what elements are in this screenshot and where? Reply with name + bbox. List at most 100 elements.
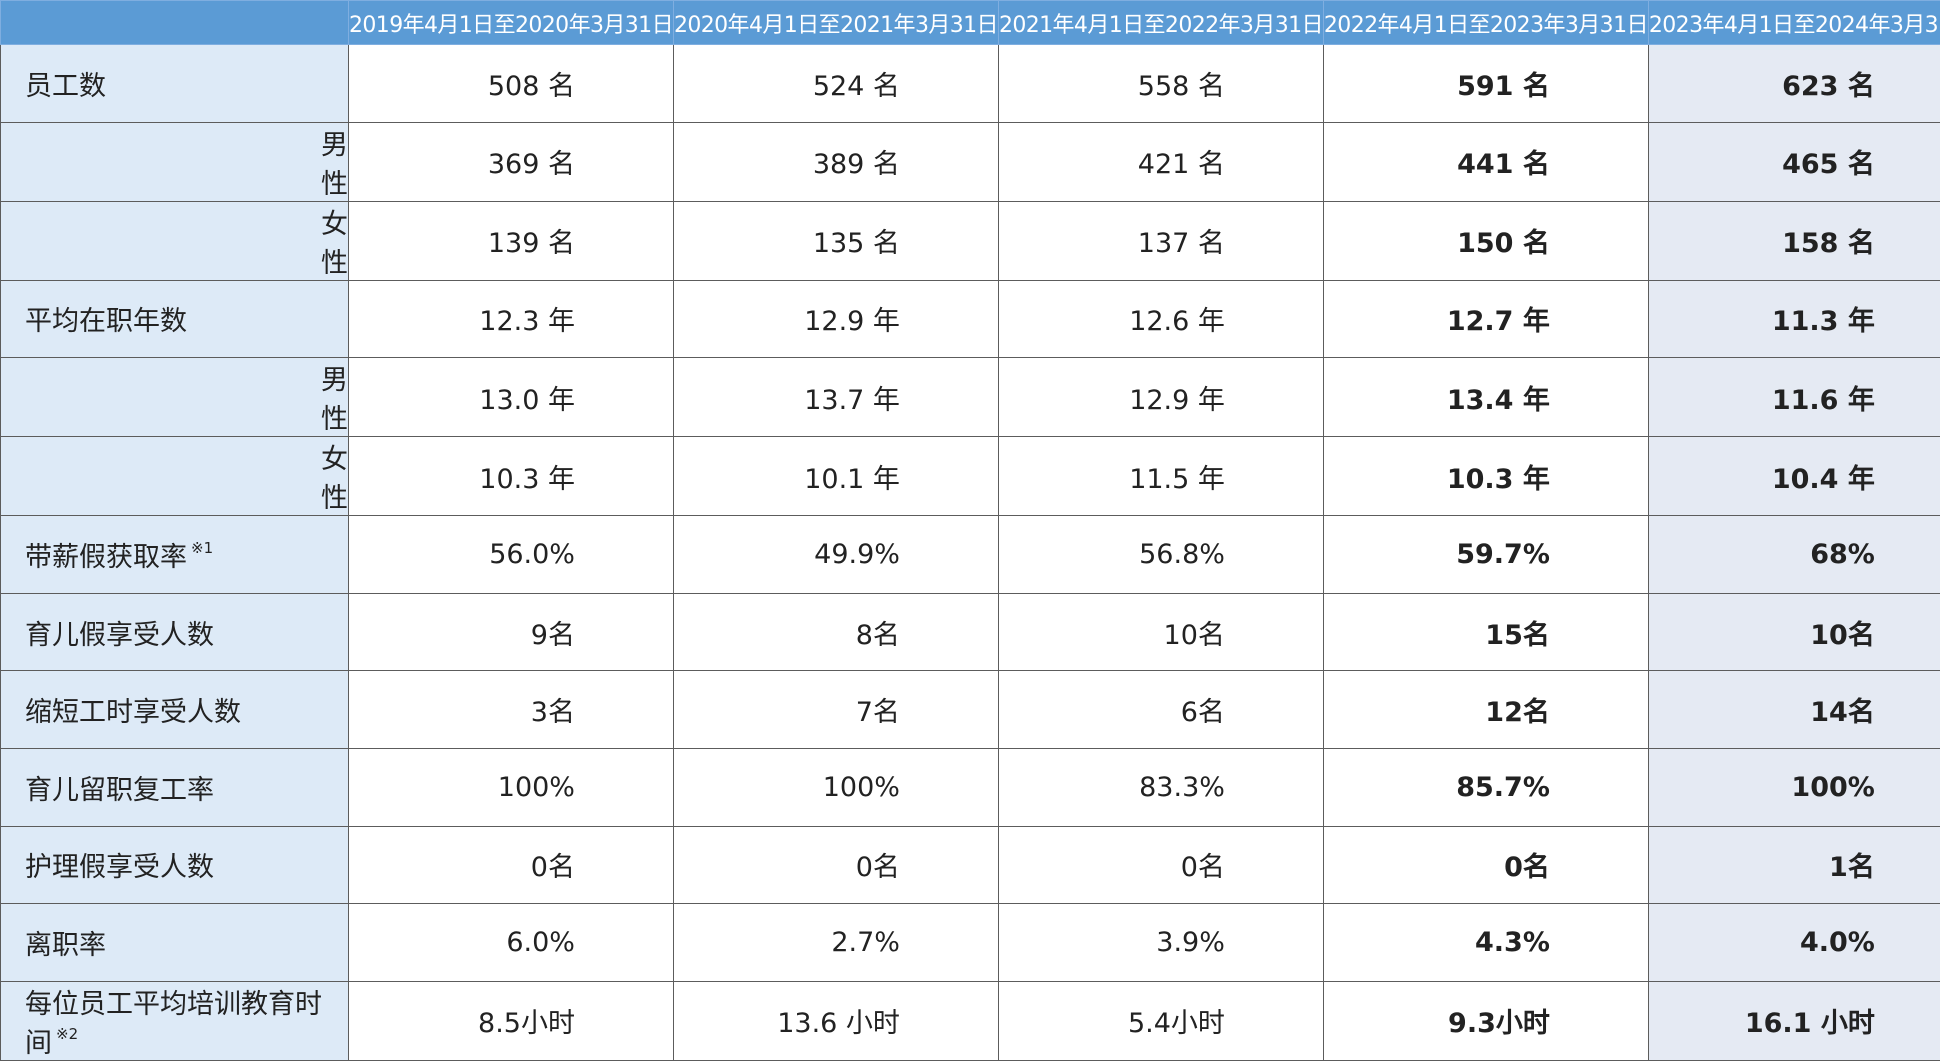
row-label-cell: 女性	[1, 201, 349, 280]
value-cell: 10.3 年	[1323, 437, 1648, 516]
value-cell: 56.0%	[349, 516, 674, 594]
header-row: 2019年4月1日至2020年3月31日 2020年4月1日至2021年3月31…	[1, 1, 1940, 45]
footnote-marker: ※1	[191, 539, 213, 557]
row-label: 女性	[321, 209, 348, 279]
value-cell: 4.0%	[1648, 904, 1940, 982]
value-cell: 421 名	[998, 122, 1323, 201]
value-cell: 100%	[1648, 748, 1940, 826]
value-cell: 49.9%	[673, 516, 998, 594]
value-cell: 558 名	[998, 45, 1323, 123]
header-period-2021: 2021年4月1日至2022年3月31日	[998, 1, 1323, 45]
value-cell: 6名	[998, 671, 1323, 749]
value-cell: 369 名	[349, 122, 674, 201]
value-cell: 6.0%	[349, 904, 674, 982]
value-cell: 137 名	[998, 201, 1323, 280]
value-cell: 441 名	[1323, 122, 1648, 201]
value-cell: 508 名	[349, 45, 674, 123]
value-cell: 10.3 年	[349, 437, 674, 516]
value-cell: 83.3%	[998, 748, 1323, 826]
value-cell: 15名	[1323, 593, 1648, 671]
value-cell: 2.7%	[673, 904, 998, 982]
value-cell: 11.3 年	[1648, 280, 1940, 358]
row-label: 缩短工时享受人数	[25, 697, 241, 728]
footnote-marker: ※2	[56, 1025, 78, 1043]
header-corner-cell	[1, 1, 349, 45]
value-cell: 0名	[1323, 826, 1648, 904]
row-label: 离职率	[25, 930, 106, 961]
value-cell: 12.3 年	[349, 280, 674, 358]
row-label-cell: 育儿留职复工率	[1, 748, 349, 826]
value-cell: 85.7%	[1323, 748, 1648, 826]
value-cell: 11.6 年	[1648, 358, 1940, 437]
value-cell: 14名	[1648, 671, 1940, 749]
value-cell: 16.1 小时	[1648, 981, 1940, 1060]
header-period-2022: 2022年4月1日至2023年3月31日	[1323, 1, 1648, 45]
value-cell: 9名	[349, 593, 674, 671]
row-label: 带薪假获取率	[25, 542, 187, 573]
row-label-cell: 离职率	[1, 904, 349, 982]
value-cell: 12.7 年	[1323, 280, 1648, 358]
value-cell: 150 名	[1323, 201, 1648, 280]
table-header: 2019年4月1日至2020年3月31日 2020年4月1日至2021年3月31…	[1, 1, 1940, 45]
row-label-cell: 育儿假享受人数	[1, 593, 349, 671]
row-label: 育儿留职复工率	[25, 775, 214, 806]
value-cell: 59.7%	[1323, 516, 1648, 594]
row-label: 女性	[321, 444, 348, 514]
value-cell: 13.0 年	[349, 358, 674, 437]
value-cell: 135 名	[673, 201, 998, 280]
row-label: 男性	[321, 130, 348, 200]
header-period-2019: 2019年4月1日至2020年3月31日	[349, 1, 674, 45]
value-cell: 139 名	[349, 201, 674, 280]
row-label-cell: 男性	[1, 358, 349, 437]
value-cell: 10.4 年	[1648, 437, 1940, 516]
value-cell: 100%	[349, 748, 674, 826]
row-label: 护理假享受人数	[25, 852, 214, 883]
value-cell: 12.6 年	[998, 280, 1323, 358]
value-cell: 3名	[349, 671, 674, 749]
value-cell: 623 名	[1648, 45, 1940, 123]
value-cell: 11.5 年	[998, 437, 1323, 516]
value-cell: 0名	[349, 826, 674, 904]
value-cell: 1名	[1648, 826, 1940, 904]
value-cell: 13.6 小时	[673, 981, 998, 1060]
value-cell: 9.3小时	[1323, 981, 1648, 1060]
value-cell: 465 名	[1648, 122, 1940, 201]
row-label: 每位员工平均培训教育时间	[25, 989, 322, 1059]
row-label: 员工数	[25, 71, 106, 102]
value-cell: 591 名	[1323, 45, 1648, 123]
value-cell: 158 名	[1648, 201, 1940, 280]
value-cell: 0名	[998, 826, 1323, 904]
value-cell: 8名	[673, 593, 998, 671]
value-cell: 12.9 年	[673, 280, 998, 358]
row-label-cell: 员工数	[1, 45, 349, 123]
value-cell: 0名	[673, 826, 998, 904]
row-label-cell: 每位员工平均培训教育时间※2	[1, 981, 349, 1060]
row-label: 男性	[321, 365, 348, 435]
value-cell: 68%	[1648, 516, 1940, 594]
value-cell: 10名	[1648, 593, 1940, 671]
header-period-2020: 2020年4月1日至2021年3月31日	[673, 1, 998, 45]
row-label: 育儿假享受人数	[25, 620, 214, 651]
value-cell: 524 名	[673, 45, 998, 123]
value-cell: 5.4小时	[998, 981, 1323, 1060]
value-cell: 56.8%	[998, 516, 1323, 594]
row-label-cell: 男性	[1, 122, 349, 201]
value-cell: 10名	[998, 593, 1323, 671]
row-label: 平均在职年数	[25, 306, 187, 337]
header-period-2023: 2023年4月1日至2024年3月31日	[1648, 1, 1940, 45]
value-cell: 7名	[673, 671, 998, 749]
value-cell: 13.7 年	[673, 358, 998, 437]
value-cell: 12名	[1323, 671, 1648, 749]
value-cell: 13.4 年	[1323, 358, 1648, 437]
